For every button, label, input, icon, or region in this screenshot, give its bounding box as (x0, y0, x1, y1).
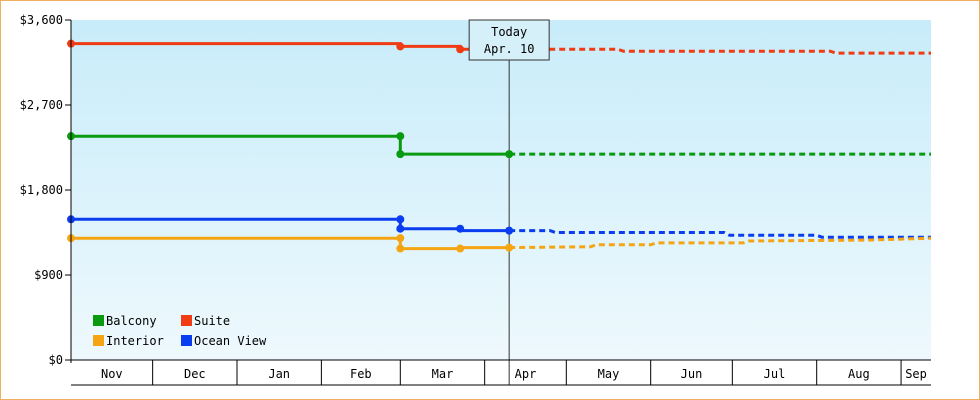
y-tick-label: $2,700 (20, 98, 63, 112)
series-forecast-suite (509, 47, 931, 55)
y-tick-label: $1,800 (20, 183, 63, 197)
data-point-balcony (505, 150, 514, 159)
today-callout-box (468, 19, 550, 61)
legend-label-suite: Suite (194, 314, 230, 328)
data-point-suite (396, 42, 405, 51)
x-month-label-may: May (598, 367, 620, 381)
x-month-label-mar: Mar (432, 367, 454, 381)
legend-swatch-balcony (93, 315, 104, 326)
x-month-label-feb: Feb (350, 367, 372, 381)
data-point-interior (396, 244, 405, 253)
x-month-label-nov: Nov (101, 367, 123, 381)
legend-label-ocean-view: Ocean View (194, 334, 267, 348)
legend-swatch-interior (93, 335, 104, 346)
legend-item-ocean-view: Ocean View (181, 334, 267, 348)
y-tick-label: $900 (34, 268, 63, 282)
legend-item-interior: Interior (93, 334, 164, 348)
x-month-label-sep: Sep (905, 367, 927, 381)
legend-swatch-suite (181, 315, 192, 326)
data-point-suite (456, 45, 465, 54)
series-forecast-ocean-view (509, 229, 931, 239)
y-tick-label: $3,600 (20, 13, 63, 27)
x-month-label-apr: Apr (515, 367, 537, 381)
legend-label-balcony: Balcony (106, 314, 157, 328)
data-point-interior (396, 234, 405, 243)
series-history-balcony (71, 134, 510, 156)
legend-item-suite: Suite (181, 314, 230, 328)
x-month-label-dec: Dec (184, 367, 206, 381)
x-month-label-aug: Aug (848, 367, 870, 381)
data-point-interior (505, 243, 514, 252)
data-point-balcony (396, 132, 405, 141)
series-history-interior (71, 236, 510, 251)
series-forecast-interior (509, 236, 932, 250)
data-point-ocean-view (456, 224, 465, 233)
data-point-ocean-view (396, 224, 405, 233)
x-month-label-jan: Jan (268, 367, 290, 381)
x-month-label-jun: Jun (681, 367, 703, 381)
legend-label-interior: Interior (106, 334, 164, 348)
data-point-ocean-view (505, 226, 514, 235)
x-month-label-jul: Jul (764, 367, 786, 381)
series-history-suite (71, 42, 510, 51)
data-point-interior (456, 244, 465, 253)
legend-swatch-ocean-view (181, 335, 192, 346)
today-callout-title: Today (491, 25, 527, 39)
series-history-ocean-view (71, 217, 510, 233)
data-point-ocean-view (396, 215, 405, 224)
today-callout-date: Apr. 10 (484, 42, 535, 56)
data-point-balcony (396, 150, 405, 159)
plot-background (71, 20, 931, 360)
legend-item-balcony: Balcony (93, 314, 157, 328)
y-tick-label: $0 (49, 353, 63, 367)
